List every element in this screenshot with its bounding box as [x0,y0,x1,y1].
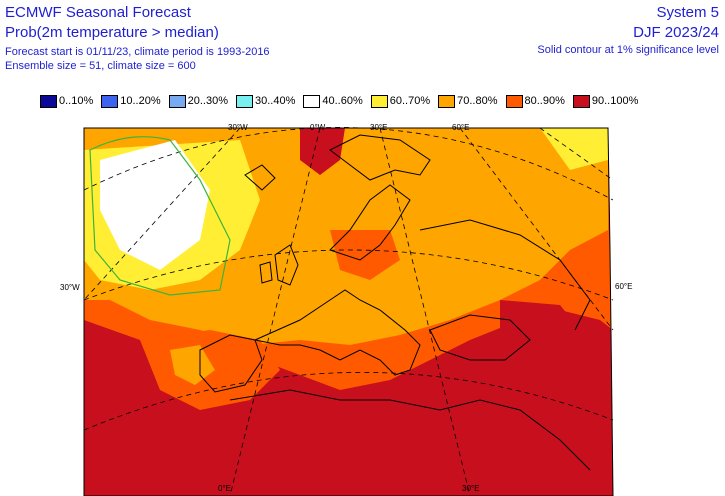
legend-item: 30..40% [236,93,295,109]
legend-label: 30..40% [255,95,296,107]
label-top-60e: 60°E [452,123,469,132]
legend-label: 60..70% [389,95,431,107]
legend-item: 80..90% [505,93,565,109]
ensemble-info: Ensemble size = 51, climate size = 600 [5,60,196,72]
legend-label: 10..20% [120,95,161,107]
legend-item: 70..80% [438,93,498,109]
label-bottom-0: 0°E [218,484,231,493]
legend-swatch [40,94,57,108]
forecast-info: Forecast start is 01/11/23, climate peri… [5,46,270,58]
legend-label: 40..60% [322,95,363,107]
legend-swatch [303,94,321,108]
legend-swatch [236,94,253,108]
probability-field [84,128,613,496]
legend-item: 40..60% [303,93,363,109]
legend: 0..10% 10..20% 20..30% 30..40% 40..60% 60..70… [40,93,646,109]
legend-item: 0..10% [40,93,93,109]
significance-contour [89,136,231,296]
label-bottom-30e: 30°E [462,484,479,493]
legend-label: 20..30% [187,95,228,107]
legend-item: 10..20% [101,93,161,109]
page-subtitle: Prob(2m temperature > median) [5,24,219,41]
legend-swatch [572,94,590,108]
map-frame [83,127,614,496]
legend-label: 80..90% [524,95,565,107]
label-top-0: 0°W [310,123,326,132]
field-40-60 [100,140,210,270]
legend-swatch [101,94,119,108]
legend-swatch [438,94,456,108]
legend-label: 0..10% [59,95,94,107]
coastlines [199,134,591,471]
legend-item: 60..70% [370,93,431,109]
legend-item: 90..100% [572,93,639,109]
page-title: ECMWF Seasonal Forecast [5,4,191,21]
system-title: System 5 [656,4,719,21]
label-left-30w: 30°W [60,283,80,292]
season-title: DJF 2023/24 [633,24,719,41]
label-top-30e: 30°E [370,123,387,132]
legend-swatch [168,94,186,108]
legend-swatch [370,94,388,108]
legend-swatch [505,94,523,108]
label-top-30w: 30°W [228,123,248,132]
legend-label: 70..80% [457,95,498,107]
significance-note: Solid contour at 1% significance level [537,44,719,56]
label-right-60e: 60°E [615,282,632,291]
legend-item: 20..30% [168,93,228,109]
legend-label: 90..100% [591,95,639,107]
